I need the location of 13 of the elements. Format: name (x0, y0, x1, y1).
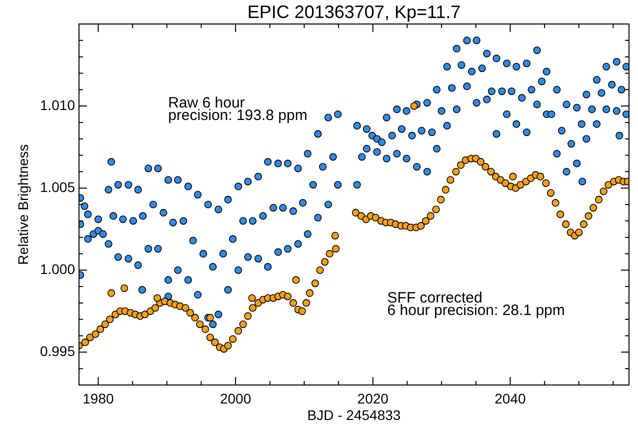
annotation: SFF corrected 6 hour precision: 28.1 ppm (387, 290, 565, 320)
y-tick-label: 1.005 (40, 178, 76, 195)
chart-title: EPIC 201363707, Kp=11.7 (247, 2, 461, 22)
y-axis-title: Relative Brightness (15, 144, 31, 265)
y-tick-label: 1.010 (40, 96, 76, 113)
x-tick-label: 2020 (357, 390, 389, 406)
x-tick-label: 2000 (220, 390, 252, 406)
annotation: Raw 6 hour precision: 193.8 ppm (168, 94, 308, 124)
y-tick-label: 1.000 (40, 260, 76, 277)
x-axis-title: BJD - 2454833 (307, 407, 401, 423)
y-tick-label: 0.995 (40, 343, 76, 360)
x-tick-label: 2040 (494, 390, 526, 406)
x-tick-label: 1980 (82, 390, 114, 406)
